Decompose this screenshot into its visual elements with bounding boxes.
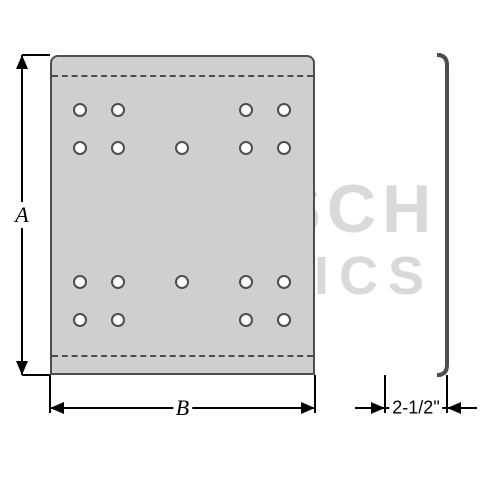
- dim-b-label: B: [173, 395, 192, 421]
- mounting-hole: [277, 275, 291, 289]
- mounting-hole: [239, 141, 253, 155]
- plate-front-view: [50, 55, 315, 375]
- dim-a-arrow-top: [16, 55, 28, 69]
- mounting-hole: [175, 141, 189, 155]
- dim-depth-arrow-left: [371, 402, 385, 414]
- plate-dashed-bottom: [52, 355, 313, 357]
- mounting-hole: [239, 103, 253, 117]
- mounting-hole: [73, 103, 87, 117]
- dim-b-arrow-right: [301, 402, 315, 414]
- mounting-hole: [73, 275, 87, 289]
- diagram-canvas: TRAUSCH DYNAMICS A B 2-1/2": [0, 0, 500, 500]
- dim-depth-label: 2-1/2": [389, 398, 442, 419]
- mounting-hole: [73, 141, 87, 155]
- mounting-hole: [73, 313, 87, 327]
- mounting-hole: [111, 103, 125, 117]
- mounting-hole: [277, 141, 291, 155]
- mounting-hole: [277, 313, 291, 327]
- mounting-hole: [277, 103, 291, 117]
- side-profile-view: [380, 50, 452, 380]
- dim-b-arrow-left: [50, 402, 64, 414]
- mounting-hole: [239, 313, 253, 327]
- mounting-hole: [111, 275, 125, 289]
- dim-a-arrow-bottom: [16, 361, 28, 375]
- mounting-hole: [239, 275, 253, 289]
- dim-a-label: A: [12, 202, 31, 228]
- mounting-hole: [111, 141, 125, 155]
- mounting-hole: [175, 275, 189, 289]
- plate-dashed-top: [52, 75, 313, 77]
- dim-depth-arrow-right: [447, 402, 461, 414]
- mounting-hole: [111, 313, 125, 327]
